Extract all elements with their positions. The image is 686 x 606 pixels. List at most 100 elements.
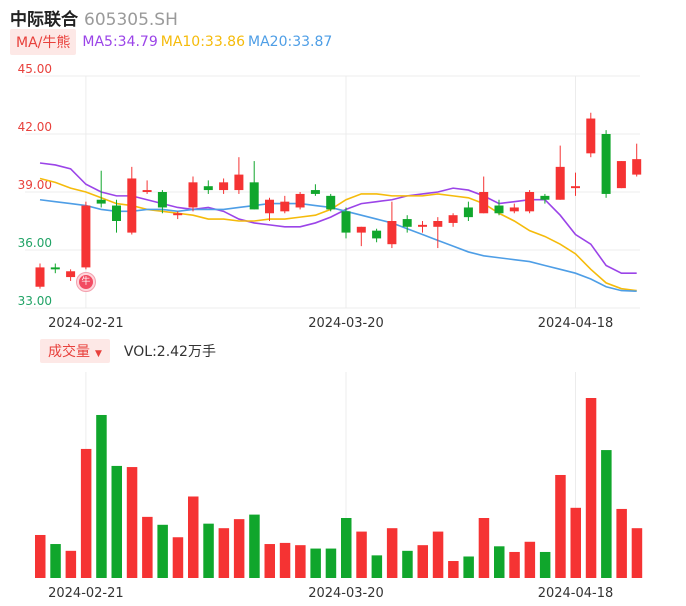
volume-bar bbox=[371, 555, 383, 578]
volume-bar bbox=[386, 528, 398, 578]
volume-x-tick-label: 2024-04-18 bbox=[538, 586, 614, 601]
candle bbox=[418, 221, 427, 233]
candle-body bbox=[249, 182, 259, 210]
volume-bar bbox=[341, 518, 352, 578]
ma-indicator-button[interactable]: MA/牛熊 bbox=[10, 29, 77, 55]
candle bbox=[601, 130, 611, 198]
x-tick-label: 2024-03-20 bbox=[308, 316, 384, 331]
candle bbox=[494, 199, 504, 216]
candle bbox=[387, 201, 397, 249]
candle-body bbox=[112, 205, 121, 221]
bull-marker[interactable]: 牛 bbox=[75, 272, 96, 293]
caret-down-icon: ▼ bbox=[95, 349, 102, 359]
candle-body bbox=[448, 215, 458, 223]
candle-body bbox=[326, 195, 336, 210]
candle-body bbox=[81, 205, 91, 268]
candle bbox=[50, 263, 60, 274]
candle-body bbox=[295, 193, 305, 208]
volume-bar bbox=[218, 528, 230, 578]
volume-bar bbox=[539, 551, 551, 578]
ma-legend: MA/牛熊 MA5:34.79 MA10:33.86 MA20:33.87 bbox=[10, 29, 335, 55]
y-tick-label: 36.00 bbox=[18, 236, 52, 250]
candle-body bbox=[356, 226, 366, 233]
volume-bar bbox=[463, 556, 474, 578]
candle bbox=[249, 161, 259, 210]
candle bbox=[632, 143, 642, 177]
candle-body bbox=[372, 230, 382, 239]
volume-bar bbox=[524, 541, 536, 578]
x-tick-label: 2024-02-21 bbox=[48, 316, 124, 331]
volume-indicator-label: 成交量 bbox=[48, 344, 90, 360]
y-tick-label: 39.00 bbox=[18, 178, 52, 192]
ma-line-ma20 bbox=[39, 198, 637, 292]
candle-body bbox=[203, 186, 213, 191]
volume-bar bbox=[601, 450, 612, 578]
candle-body bbox=[525, 192, 535, 212]
candle bbox=[280, 195, 290, 214]
volume-bar bbox=[631, 528, 643, 578]
volume-bar bbox=[478, 518, 490, 578]
candle-body bbox=[555, 166, 565, 200]
candle-body bbox=[142, 190, 152, 192]
volume-bar bbox=[509, 551, 520, 578]
candle bbox=[463, 201, 473, 221]
candle-body bbox=[402, 219, 412, 227]
candle bbox=[173, 211, 183, 220]
candle bbox=[479, 176, 489, 214]
candle-body bbox=[540, 195, 550, 200]
volume-bar bbox=[157, 524, 168, 578]
candle bbox=[66, 269, 76, 281]
volume-bar bbox=[80, 448, 92, 578]
y-tick-label: 33.00 bbox=[18, 294, 52, 308]
volume-bar bbox=[432, 531, 444, 578]
volume-bar bbox=[448, 561, 459, 578]
volume-bar bbox=[96, 414, 107, 578]
candle bbox=[555, 145, 565, 200]
volume-bar bbox=[295, 545, 306, 578]
volume-x-tick-label: 2024-02-21 bbox=[48, 586, 124, 601]
candle-body bbox=[234, 174, 244, 191]
volume-bar bbox=[50, 544, 61, 578]
candle-body bbox=[494, 205, 504, 214]
candle-body bbox=[50, 267, 60, 270]
stock-name: 中际联合 bbox=[10, 10, 78, 30]
candle-body bbox=[616, 161, 626, 189]
volume-bar bbox=[494, 546, 505, 578]
ma10-label: MA10:33.86 bbox=[160, 34, 246, 50]
candle-body bbox=[632, 159, 642, 175]
volume-bar bbox=[233, 519, 245, 578]
bull-icon: 牛 bbox=[78, 275, 93, 290]
volume-bar bbox=[417, 545, 428, 578]
candle-body bbox=[35, 267, 45, 287]
candle-body bbox=[188, 182, 198, 208]
y-tick-label: 42.00 bbox=[18, 120, 52, 134]
candle bbox=[586, 112, 596, 158]
candle-body bbox=[463, 207, 473, 218]
candle bbox=[310, 184, 320, 196]
stock-code: 605305.SH bbox=[84, 10, 178, 30]
ma-line-ma5 bbox=[39, 162, 637, 275]
volume-bar bbox=[356, 531, 367, 578]
candle bbox=[127, 166, 137, 235]
candle-body bbox=[219, 182, 229, 191]
volume-bar bbox=[264, 544, 275, 578]
candle-body bbox=[310, 190, 320, 194]
candle bbox=[372, 228, 382, 243]
ma20-label: MA20:33.87 bbox=[248, 34, 333, 50]
candle bbox=[509, 203, 519, 214]
y-tick-label: 45.00 bbox=[18, 62, 52, 76]
volume-bar bbox=[279, 542, 291, 578]
candle-body bbox=[96, 199, 106, 204]
volume-bar bbox=[555, 474, 566, 578]
candle-body bbox=[280, 201, 290, 212]
volume-bar bbox=[325, 548, 337, 578]
volume-bar bbox=[35, 534, 46, 578]
candle bbox=[157, 190, 167, 214]
candle-body bbox=[479, 192, 489, 214]
candle-body bbox=[418, 224, 427, 227]
volume-bar bbox=[616, 508, 627, 578]
volume-indicator-button[interactable]: 成交量 ▼ bbox=[40, 339, 110, 363]
volume-bar bbox=[310, 548, 321, 578]
candle bbox=[112, 199, 121, 233]
